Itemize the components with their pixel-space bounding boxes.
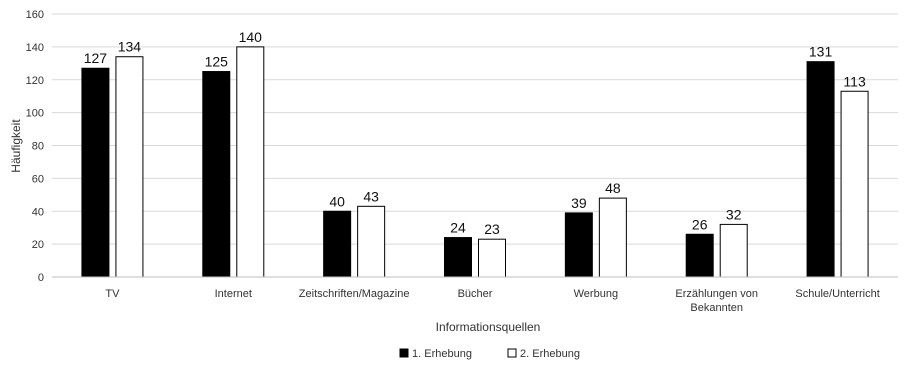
y-axis-title: Häufigkeit (9, 119, 23, 173)
x-axis-title: Informationsquellen (436, 320, 541, 334)
data-label: 127 (84, 50, 108, 66)
data-label: 140 (239, 29, 263, 45)
bar (202, 71, 231, 278)
legend-label: 1. Erhebung (412, 348, 472, 360)
x-tick-label: Schule/Unterricht (795, 288, 879, 300)
data-label: 113 (843, 73, 866, 89)
legend-label: 2. Erhebung (520, 348, 580, 360)
x-tick-label: Werbung (574, 288, 618, 300)
legend: 1. Erhebung 2. Erhebung (399, 348, 580, 360)
bar (806, 61, 835, 278)
y-tick-label: 100 (26, 108, 44, 120)
gridlines (52, 13, 898, 245)
y-tick-label: 80 (32, 141, 44, 153)
bar (840, 90, 869, 278)
bar (564, 212, 593, 278)
data-label: 40 (329, 193, 345, 209)
bar (115, 56, 144, 278)
data-labels: 127 134 125 140 40 43 24 23 39 48 26 32 131 113 (84, 29, 866, 237)
bar (236, 46, 265, 278)
x-tick-label: Zeitschriften/Magazine (299, 288, 410, 300)
y-tick-label: 160 (26, 9, 44, 21)
data-label: 26 (692, 216, 708, 232)
y-tick-label: 60 (32, 173, 44, 185)
axes: 0 20 40 60 80 100 120 140 160 TV Internet Zeitschri… (26, 9, 898, 314)
y-tick-label: 0 (38, 272, 44, 284)
legend-swatch (507, 348, 517, 358)
data-label: 43 (363, 188, 379, 204)
y-tick-label: 40 (32, 206, 44, 218)
data-label: 125 (205, 54, 229, 70)
data-label: 23 (484, 221, 500, 237)
data-label: 32 (726, 206, 742, 222)
bar (719, 223, 748, 278)
x-tick-label: Erzählungen von Bekannten (675, 288, 758, 314)
x-tick-label: TV (105, 288, 120, 300)
data-label: 131 (809, 44, 833, 60)
x-tick-label: Bücher (458, 288, 493, 300)
bar (444, 237, 472, 278)
y-tick-label: 20 (32, 239, 44, 251)
bar (478, 238, 506, 278)
x-tick-label: Internet (215, 288, 252, 300)
bars (81, 46, 869, 278)
legend-swatch (399, 348, 409, 358)
y-tick-label: 140 (26, 42, 44, 54)
data-label: 39 (571, 195, 587, 211)
bar (598, 197, 627, 278)
bar (81, 67, 110, 278)
data-label: 48 (605, 180, 621, 196)
data-label: 134 (118, 39, 142, 55)
bar (685, 233, 714, 278)
y-tick-label: 120 (26, 75, 44, 87)
bar (323, 210, 352, 278)
data-label: 24 (450, 220, 466, 236)
bar (357, 205, 386, 278)
